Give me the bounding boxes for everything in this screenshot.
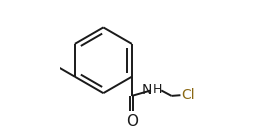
Text: H: H — [152, 83, 162, 96]
Text: O: O — [126, 114, 138, 129]
Text: N: N — [141, 83, 152, 97]
Text: Cl: Cl — [181, 88, 195, 102]
